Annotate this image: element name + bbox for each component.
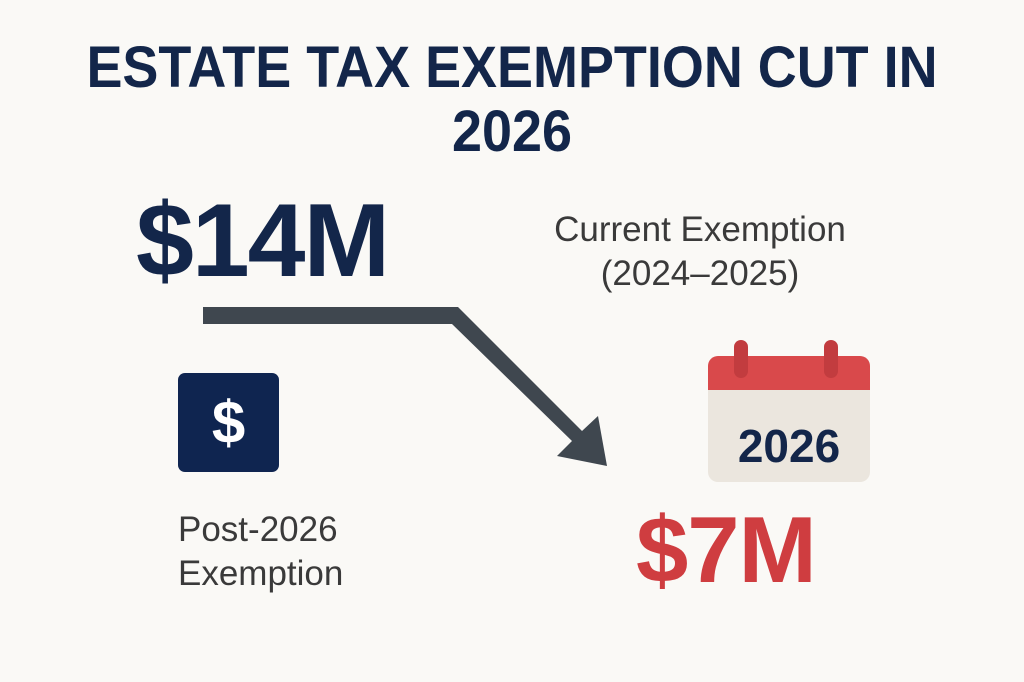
current-exemption-label: Current Exemption (2024–2025)	[520, 208, 880, 296]
calendar-year: 2026	[737, 420, 841, 472]
title-line-1: ESTATE TAX EXEMPTION CUT IN	[86, 35, 938, 100]
current-exemption-amount: $14M	[136, 183, 390, 299]
calendar-ring-right	[824, 340, 838, 378]
post-label-line-2: Exemption	[178, 554, 344, 593]
current-label-line-2: (2024–2025)	[600, 254, 800, 293]
calendar-header	[708, 356, 870, 390]
title-line-2: 2026	[452, 99, 572, 164]
post-exemption-label: Post-2026 Exemption	[178, 508, 343, 596]
page-title: ESTATE TAX EXEMPTION CUT IN 2026	[36, 36, 988, 164]
calendar-body: 2026	[708, 356, 870, 482]
calendar-ring-left	[734, 340, 748, 378]
calendar-icon: 2026	[708, 340, 870, 482]
dollar-glyph: $	[211, 389, 246, 456]
current-label-line-1: Current Exemption	[554, 210, 846, 249]
post-label-line-1: Post-2026	[178, 510, 338, 549]
dollar-sign-icon: $	[178, 373, 279, 472]
post-exemption-amount: $7M	[636, 497, 817, 602]
